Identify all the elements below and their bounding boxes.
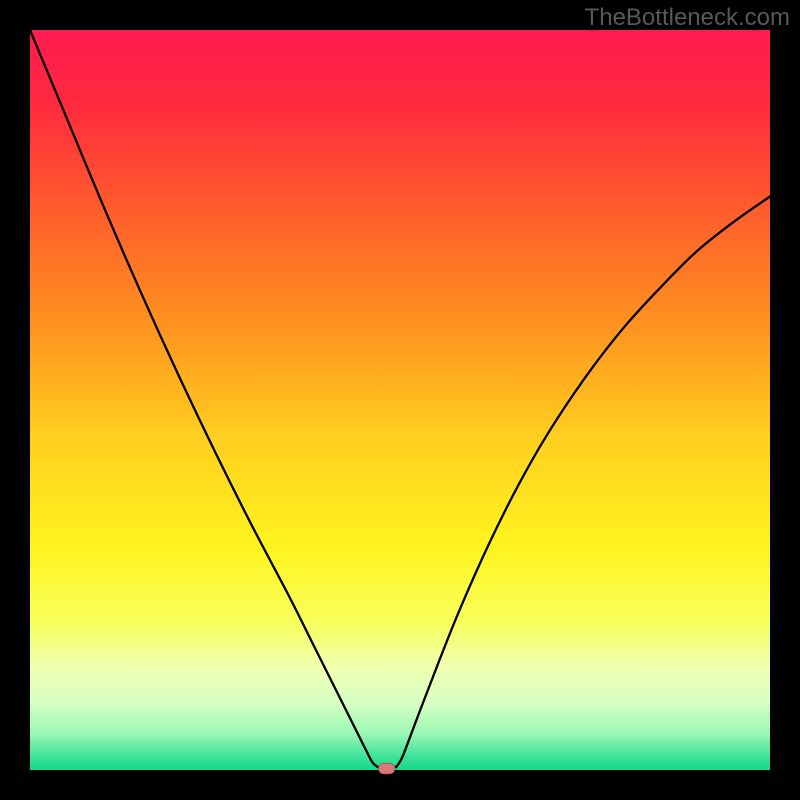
chart-stage: TheBottleneck.com <box>0 0 800 800</box>
bottleneck-chart <box>0 0 800 800</box>
plot-background <box>30 30 770 770</box>
watermark-text: TheBottleneck.com <box>585 4 790 32</box>
optimum-marker <box>379 763 395 773</box>
